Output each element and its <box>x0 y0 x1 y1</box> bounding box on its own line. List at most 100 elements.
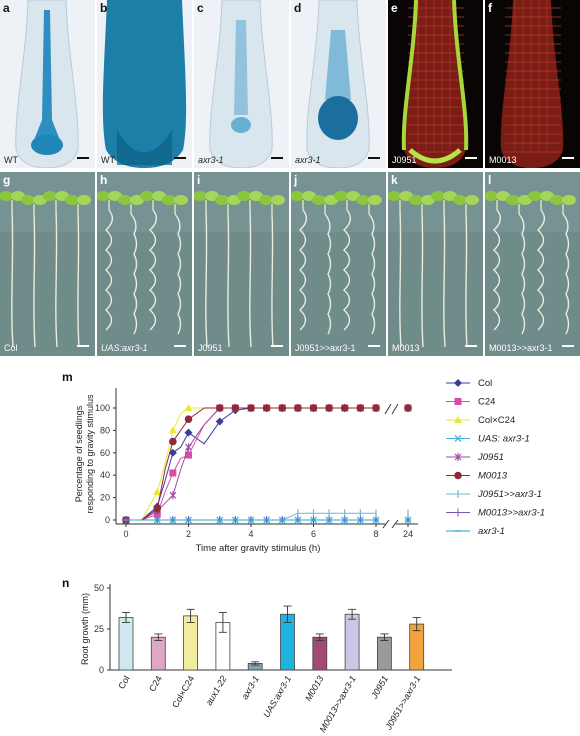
data-point <box>168 448 177 457</box>
bar-group: M0013>>axr3-1 <box>317 608 360 734</box>
x-category-label: axr3-1 <box>240 674 261 701</box>
seedling-photo-j: j J0951>>axr3-1 <box>291 172 386 356</box>
legend-label: M0013 <box>478 471 508 482</box>
root-growth-bar-chart: 0 25 50 Root growth (mm) Col C24 Col×C24 aux1-2… <box>80 583 452 734</box>
data-point <box>294 404 302 412</box>
error-bar <box>251 661 260 666</box>
data-point <box>325 404 333 412</box>
bar-group: C24 <box>147 633 166 693</box>
data-point <box>262 404 271 412</box>
data-point <box>231 404 240 412</box>
scale-bar <box>174 157 186 159</box>
error-bar <box>186 608 195 623</box>
axes: 0 25 50 <box>94 583 452 675</box>
y-tick-label: 0 <box>105 515 110 525</box>
error-bar <box>348 608 357 620</box>
scale-bar <box>368 157 380 159</box>
series-line <box>126 407 376 521</box>
data-point <box>356 404 365 412</box>
micrograph-d: d axr3-1 <box>291 0 386 168</box>
series-line <box>126 407 376 521</box>
seedling-photo-i: i J0951 <box>194 172 289 356</box>
seedling-photo-k: k M0013 <box>388 172 483 356</box>
panel-label-h: h <box>100 173 108 187</box>
micrograph-a: a WT <box>0 0 95 168</box>
scale-bar <box>368 345 380 347</box>
legend-label: M0013>>axr3-1 <box>478 508 545 519</box>
data-point <box>215 417 224 426</box>
panel-label-c: c <box>197 1 204 15</box>
genotype-caption: axr3-1 <box>295 155 321 165</box>
panel-label-a: a <box>3 1 10 15</box>
panel-label-m: m <box>62 370 73 384</box>
genotype-caption: J0951 <box>198 343 223 353</box>
micrograph-b: b WT <box>97 0 192 168</box>
error-bar <box>315 633 324 641</box>
legend-label: UAS: axr3-1 <box>478 434 530 445</box>
genotype-caption: UAS:axr3-1 <box>101 343 148 353</box>
x-category-label: M0013 <box>303 674 325 703</box>
panel-label-f: f <box>488 1 492 15</box>
data-point <box>247 404 255 412</box>
genotype-caption: M0013 <box>392 343 420 353</box>
y-tick-label: 50 <box>94 583 104 593</box>
data-point <box>153 505 162 513</box>
data-point <box>278 404 287 412</box>
error-bar <box>154 633 163 641</box>
data-point <box>169 469 177 477</box>
panel-label-l: l <box>488 173 492 187</box>
x-category-label: C24 <box>147 674 164 693</box>
y-axis-label: Percentage of seedlings <box>74 405 84 502</box>
series-line <box>126 407 376 521</box>
data-point <box>454 416 462 423</box>
legend-label: J0951>>axr3-1 <box>477 489 542 500</box>
micrograph-f: f M0013 <box>485 0 580 168</box>
scale-bar <box>174 345 186 347</box>
scale-bar <box>77 345 89 347</box>
genotype-caption: WT <box>101 155 115 165</box>
bar-group: UAS:axr3-1 <box>261 605 295 719</box>
genotype-caption: axr3-1 <box>198 155 224 165</box>
genotype-caption: J0951 <box>392 155 417 165</box>
bar <box>150 636 166 671</box>
x-tick-label: 6 <box>311 529 316 539</box>
scale-bar <box>77 157 89 159</box>
seedling-photo-l: l M0013>>axr3-1 <box>485 172 580 356</box>
legend-label: C24 <box>478 397 495 408</box>
y-tick-label: 0 <box>99 665 104 675</box>
bar-group: Col×C24 <box>170 608 199 710</box>
data-point <box>404 404 412 412</box>
x-tick-label: 8 <box>373 529 378 539</box>
bar-group: Col <box>116 612 134 691</box>
data-point <box>169 437 177 446</box>
seedling-photo-h: h UAS:axr3-1 <box>97 172 192 356</box>
bar <box>183 615 199 671</box>
error-bar <box>283 605 292 623</box>
data-point <box>184 428 193 437</box>
scale-bar <box>271 345 283 347</box>
data-point <box>454 453 462 461</box>
bar-group: M0013 <box>303 633 328 703</box>
bar <box>118 617 134 671</box>
micrograph-e: e J0951 <box>388 0 483 168</box>
x-axis-label: Time after gravity stimulus (h) <box>196 543 321 554</box>
panel-label-k: k <box>391 173 398 187</box>
series-5 <box>122 404 412 524</box>
legend: Col C24 Col×C24 UAS: axr3-1 J0951 M0013 J0951>… <box>446 378 545 537</box>
error-bar <box>122 612 130 623</box>
data-point <box>185 443 192 452</box>
scale-bar <box>562 345 574 347</box>
panel-label-j: j <box>294 173 298 187</box>
data-point <box>184 404 193 411</box>
series-2 <box>122 404 412 523</box>
error-bar <box>380 633 389 641</box>
data-point <box>168 426 177 434</box>
y-tick-label: 80 <box>100 425 110 435</box>
bar-group: axr3-1 <box>240 661 263 701</box>
panel-label-i: i <box>197 173 201 187</box>
scale-bar <box>271 157 283 159</box>
x-tick-label: 4 <box>248 529 253 539</box>
data-point <box>185 451 192 459</box>
